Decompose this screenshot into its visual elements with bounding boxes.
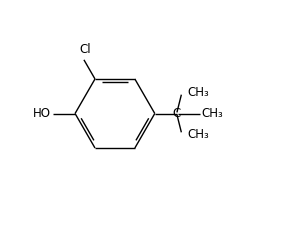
Text: Cl: Cl [79,44,91,57]
Text: CH₃: CH₃ [187,128,209,141]
Text: CH₃: CH₃ [187,86,209,99]
Text: HO: HO [33,107,51,120]
Text: CH₃: CH₃ [201,107,223,120]
Text: C: C [173,107,181,120]
